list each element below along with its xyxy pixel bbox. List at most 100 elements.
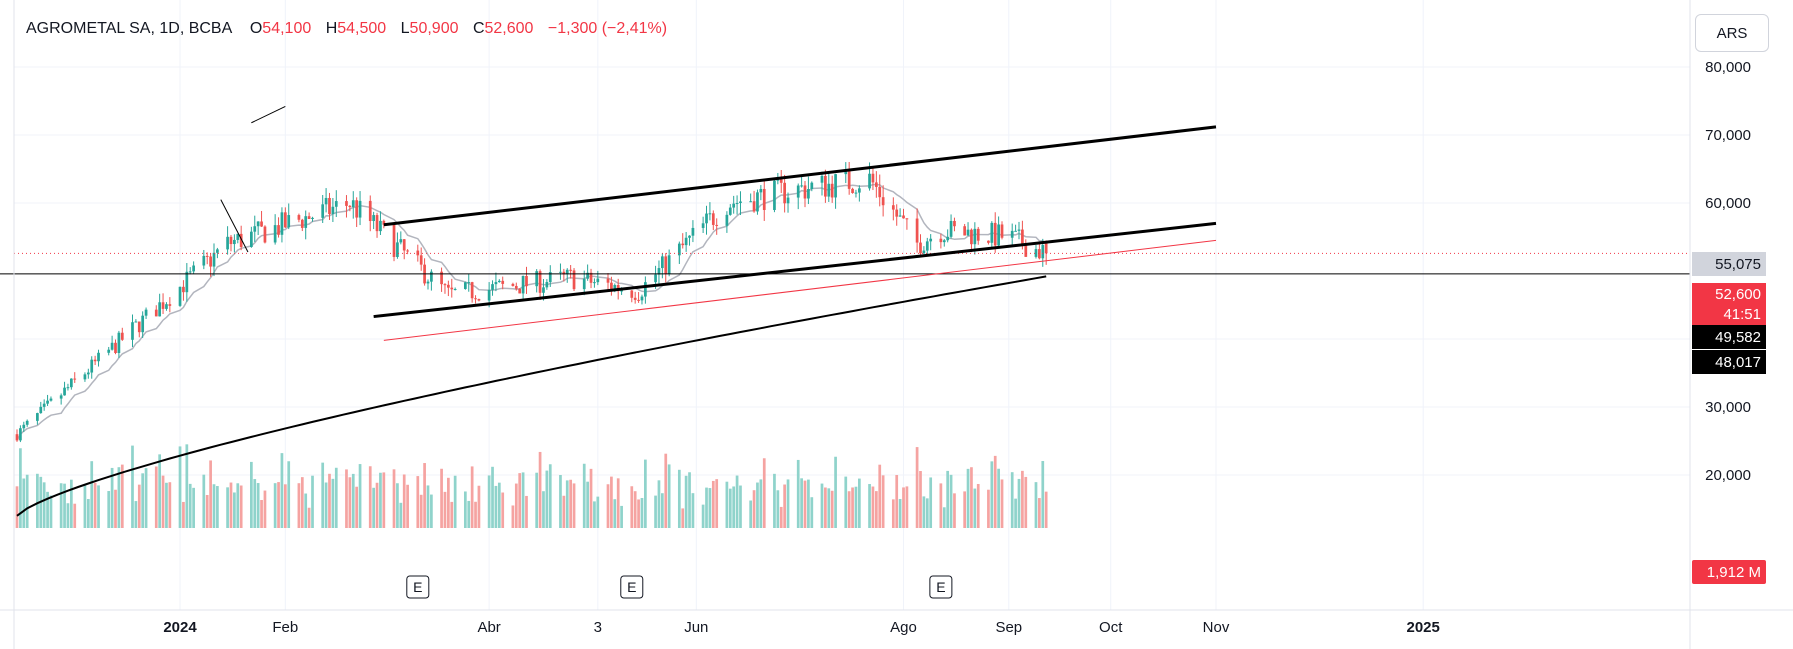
volume-bar <box>548 464 552 528</box>
volume-bar <box>545 470 549 528</box>
volume-bar <box>307 507 311 528</box>
volume-bar <box>807 479 810 528</box>
candle-body <box>351 200 355 208</box>
candle-body <box>110 342 114 350</box>
volume-bar <box>253 479 257 528</box>
volume-bar <box>311 475 314 528</box>
volume-bar <box>382 472 386 528</box>
candle-body <box>304 216 308 228</box>
volume-bar <box>664 453 668 528</box>
volume-bar <box>328 473 331 528</box>
candle-body <box>711 213 715 225</box>
candle-body <box>796 185 800 198</box>
candle-body <box>535 271 539 287</box>
candle-body <box>236 233 240 240</box>
volume-bar <box>1024 476 1028 528</box>
candle-body <box>474 298 477 300</box>
candle-body <box>630 290 634 298</box>
volume-bar <box>287 461 291 528</box>
candle-body <box>141 315 145 333</box>
candle-body <box>416 250 420 256</box>
candle-body <box>644 282 647 297</box>
volume-bar <box>759 479 763 528</box>
volume-bar <box>168 482 172 528</box>
candle-body <box>205 255 209 257</box>
candle-body <box>874 182 878 187</box>
candle-body <box>273 225 277 243</box>
candle-body <box>168 304 172 306</box>
candle-body <box>987 240 990 243</box>
volume-bar <box>902 487 905 528</box>
candle-body <box>46 400 49 404</box>
volume-bar <box>59 483 63 528</box>
candle-body <box>226 236 229 250</box>
volume-bar <box>939 483 943 528</box>
candle-body <box>49 398 53 401</box>
candle-body <box>878 186 882 198</box>
candle-body <box>120 332 124 340</box>
time-tick-label: Sep <box>995 619 1022 636</box>
candle-body <box>548 272 552 283</box>
close-label: C <box>472 20 485 37</box>
candle-body <box>165 304 168 309</box>
candle-body <box>182 286 185 293</box>
volume-bar <box>137 484 141 528</box>
price-badge <box>1692 252 1766 276</box>
candle-body <box>773 180 776 210</box>
candle-body <box>633 297 637 300</box>
time-tick-label: Nov <box>1203 619 1230 636</box>
volume-bar <box>1044 491 1048 528</box>
candle-body <box>158 302 162 317</box>
candle-body <box>144 309 148 316</box>
candle-body <box>827 183 831 197</box>
earnings-marker-box <box>406 575 430 599</box>
volume-bar <box>182 501 185 528</box>
channel-line <box>373 221 1217 319</box>
volume-bar <box>708 488 712 528</box>
candle-body <box>898 215 902 217</box>
candle-body <box>902 215 905 219</box>
candle-body <box>640 296 644 301</box>
candle-body <box>779 179 783 183</box>
candle-body <box>73 378 77 380</box>
volume-bar <box>705 487 708 528</box>
candle-body <box>256 221 260 227</box>
candle-body <box>1024 245 1028 257</box>
volume-bar <box>334 467 338 528</box>
volume-bar <box>691 493 695 528</box>
volume-bar <box>881 475 885 528</box>
volume-bar <box>141 473 145 528</box>
candle-body <box>39 406 43 414</box>
candle-body <box>355 200 359 218</box>
volume-bar <box>392 469 396 528</box>
candle-body <box>297 215 301 220</box>
candle-body <box>810 182 814 190</box>
candle-body <box>239 233 243 248</box>
candle-body <box>283 212 287 228</box>
open-label: O <box>249 20 263 37</box>
volume-bar <box>256 483 260 528</box>
volume-bar <box>946 470 950 528</box>
volume-bar <box>613 499 617 528</box>
earnings-marker-label: E <box>413 579 422 595</box>
volume-bar <box>283 484 287 528</box>
candle-body <box>233 239 236 245</box>
volume-bar <box>854 486 858 528</box>
volume-bar <box>304 493 308 528</box>
currency-button[interactable]: ARS <box>1695 14 1769 52</box>
volume-bar <box>630 486 634 528</box>
candle-body <box>331 206 335 215</box>
candle-body <box>161 302 165 309</box>
candle-body <box>963 226 967 236</box>
volume-bar <box>586 481 589 528</box>
candle-body <box>334 201 338 207</box>
long-moving-average <box>16 275 1047 517</box>
volume-bar <box>358 464 362 528</box>
candle-body <box>19 428 22 441</box>
candle-body <box>851 188 854 193</box>
volume-bar <box>368 466 372 528</box>
volume-bar <box>134 501 138 528</box>
high-label: H <box>325 20 338 37</box>
candle-body <box>443 284 447 286</box>
